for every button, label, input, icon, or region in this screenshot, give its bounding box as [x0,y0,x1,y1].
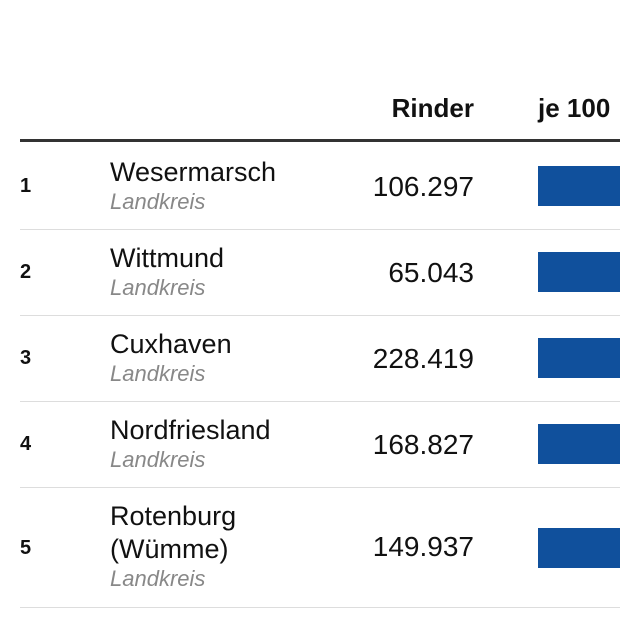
row-cattle-value: 168.827 [372,429,474,460]
row-bar-area [538,252,620,292]
row-type: Landkreis [110,189,206,214]
row-name-block: Wittmund Landkreis [110,242,320,301]
row-bar [538,166,620,206]
row-name-block: Wesermarsch Landkreis [110,156,320,215]
ranking-table: Rinder je 100 1 Wesermarsch Landkreis 10… [20,0,620,640]
row-rank: 5 [20,537,32,559]
row-rank: 4 [20,433,32,455]
row-name-block: Cuxhaven Landkreis [110,328,320,387]
row-cattle-value: 106.297 [372,171,474,202]
row-bar-area [538,528,620,568]
column-header-cattle[interactable]: Rinder [391,93,474,123]
row-bar [538,338,620,378]
column-header-per-100[interactable]: je 100 [538,93,611,123]
row-bar [538,424,620,464]
row-bar-area [538,424,620,464]
row-name: Cuxhaven [110,329,232,359]
row-cattle-value: 65.043 [388,257,474,288]
row-cattle-value: 228.419 [372,343,474,374]
row-cattle-value: 149.937 [372,531,474,562]
table-header: Rinder je 100 [20,86,620,142]
table-row: 3 Cuxhaven Landkreis 228.419 [20,316,620,402]
table-row: 1 Wesermarsch Landkreis 106.297 [20,142,620,230]
row-type: Landkreis [110,447,206,472]
row-bar-area [538,166,620,206]
row-name: Nordfriesland [110,415,271,445]
row-name: Wesermarsch [110,157,277,187]
row-type: Landkreis [110,566,206,591]
table-row: 4 Nordfriesland Landkreis 168.827 [20,402,620,488]
row-type: Landkreis [110,275,206,300]
row-rank: 2 [20,261,32,283]
row-bar-area [538,338,620,378]
row-name-block: Rotenburg (Wümme) Landkreis [110,500,290,592]
row-rank: 1 [20,175,32,197]
row-bar [538,528,620,568]
row-type: Landkreis [110,361,206,386]
row-name: Wittmund [110,243,225,273]
table-row: 5 Rotenburg (Wümme) Landkreis 149.937 [20,488,620,608]
row-rank: 3 [20,347,32,369]
row-name: Rotenburg (Wümme) [110,501,237,564]
row-bar [538,252,620,292]
table-row: 2 Wittmund Landkreis 65.043 [20,230,620,316]
row-name-block: Nordfriesland Landkreis [110,414,320,473]
